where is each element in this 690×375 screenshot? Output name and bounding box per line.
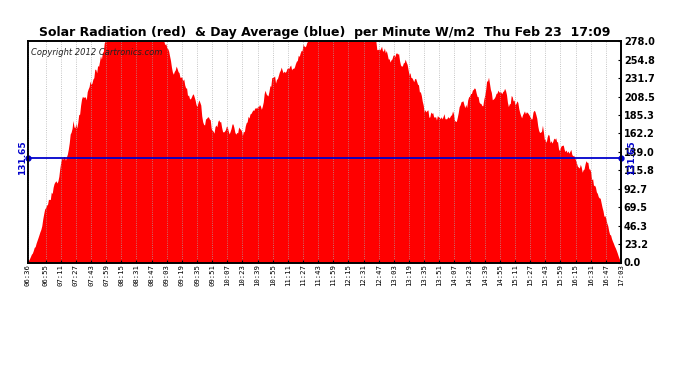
Text: 131.65: 131.65 [18, 140, 27, 175]
Title: Solar Radiation (red)  & Day Average (blue)  per Minute W/m2  Thu Feb 23  17:09: Solar Radiation (red) & Day Average (blu… [39, 26, 610, 39]
Text: 131.65: 131.65 [627, 140, 636, 175]
Text: Copyright 2012 Cartronics.com: Copyright 2012 Cartronics.com [30, 48, 162, 57]
